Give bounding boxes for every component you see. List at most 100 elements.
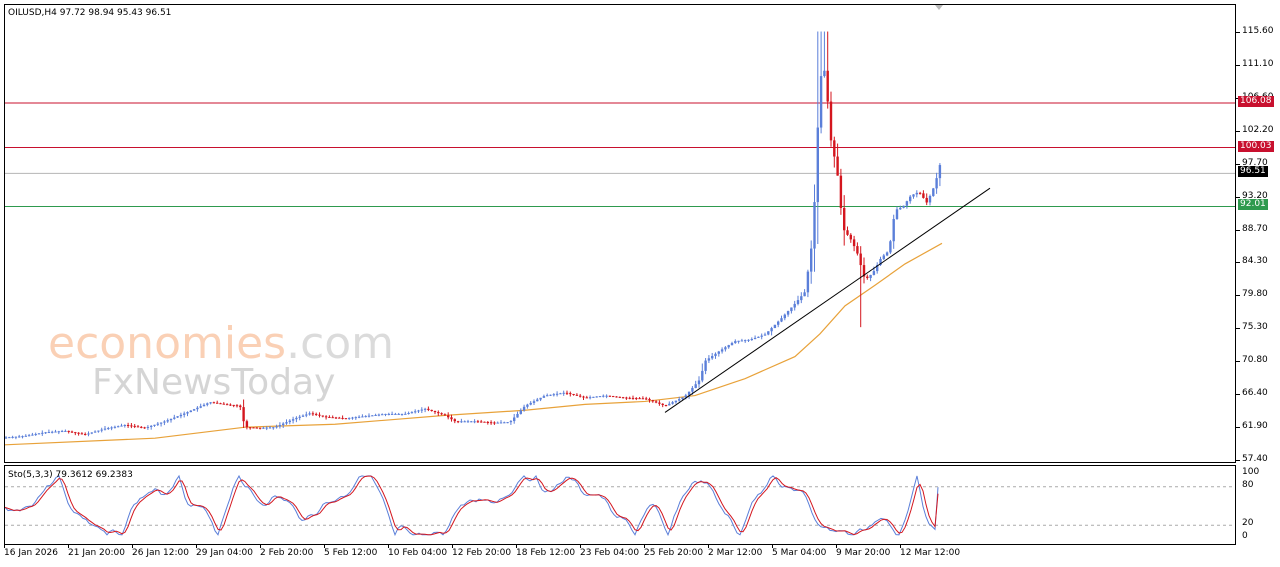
candle-body xyxy=(206,403,209,405)
chart-shift-marker-icon[interactable] xyxy=(934,4,944,11)
candle-body xyxy=(288,420,291,423)
candle-body xyxy=(635,398,638,400)
trend-line[interactable] xyxy=(664,187,991,413)
candle-body xyxy=(262,427,265,429)
candle-body xyxy=(100,429,103,431)
candle-body xyxy=(889,241,892,253)
candle-body xyxy=(163,421,166,423)
candle-body xyxy=(414,411,417,413)
stochastic-pane[interactable] xyxy=(4,465,1236,545)
candle-body xyxy=(252,427,255,429)
time-tick: 12 Feb 20:00 xyxy=(452,548,512,558)
candle-body xyxy=(371,415,374,417)
price-tick-mark xyxy=(1236,229,1240,231)
candle-body xyxy=(595,396,598,398)
candle-body xyxy=(935,178,938,189)
candle-body xyxy=(747,339,750,341)
time-tick-mark xyxy=(260,545,261,548)
candle-body xyxy=(562,392,565,394)
candle-body xyxy=(631,397,635,399)
candle-body xyxy=(569,393,572,395)
candle-body xyxy=(159,422,163,424)
candle-body xyxy=(24,435,27,437)
candle-body xyxy=(192,409,196,411)
candle-body xyxy=(588,397,592,399)
stochastic-signal-line xyxy=(5,475,939,536)
time-tick: 12 Mar 12:00 xyxy=(900,548,961,558)
candle-body xyxy=(790,307,793,312)
candle-body xyxy=(826,70,829,102)
candle-body xyxy=(836,156,839,176)
time-tick-mark xyxy=(4,545,5,548)
candle-body xyxy=(555,393,559,395)
candle-body xyxy=(823,70,826,77)
candle-body xyxy=(856,246,859,254)
candle-body xyxy=(542,396,546,398)
candle-body xyxy=(8,437,11,439)
candle-body xyxy=(18,436,21,438)
candle-body xyxy=(400,413,404,415)
candle-body xyxy=(443,414,447,416)
candle-body xyxy=(77,432,80,434)
time-tick-mark xyxy=(68,545,69,548)
candle-body xyxy=(813,202,816,249)
candle-body xyxy=(839,175,843,209)
level-label-2: 100.03 xyxy=(1238,140,1274,152)
candle-body xyxy=(714,353,717,357)
price-tick-mark xyxy=(1236,460,1240,461)
candle-body xyxy=(143,427,146,429)
candle-body xyxy=(529,402,532,405)
candle-body xyxy=(882,255,885,259)
candle-body xyxy=(113,426,117,428)
candle-body xyxy=(892,218,895,242)
candle-body xyxy=(278,425,282,427)
price-tick-mark xyxy=(1236,361,1240,363)
candle-body xyxy=(410,412,414,414)
candle-body xyxy=(773,324,777,329)
candle-body xyxy=(34,434,37,436)
price-tick: 115.60 xyxy=(1242,26,1274,36)
candle-body xyxy=(357,416,361,418)
candle-body xyxy=(367,415,371,417)
candle-body xyxy=(539,397,542,400)
candle-body xyxy=(638,398,641,400)
time-tick-mark xyxy=(580,545,581,548)
price-tick-mark xyxy=(1236,295,1240,297)
price-pane[interactable] xyxy=(4,4,1236,463)
candle-body xyxy=(513,417,516,422)
candle-body xyxy=(694,384,697,388)
candle-body xyxy=(925,197,928,203)
candle-body xyxy=(318,414,321,416)
candle-body xyxy=(103,428,107,430)
candle-body xyxy=(612,396,615,398)
candle-body xyxy=(912,194,915,197)
candle-body xyxy=(90,432,93,434)
candle-body xyxy=(625,397,628,399)
candle-body xyxy=(905,201,909,206)
candle-body xyxy=(272,427,275,429)
candle-body xyxy=(585,397,588,399)
candle-body xyxy=(84,433,87,435)
candle-body xyxy=(110,427,113,429)
stochastic-chart xyxy=(5,474,1235,537)
candle-body xyxy=(183,413,186,415)
price-tick-mark xyxy=(1236,426,1240,428)
symbol-info: OILUSD,H4 97.72 98.94 95.43 96.51 xyxy=(8,8,172,18)
time-tick: 29 Jan 04:00 xyxy=(196,548,253,558)
candle-body xyxy=(189,410,192,413)
price-tick: 111.10 xyxy=(1242,59,1274,70)
candle-body xyxy=(219,403,222,405)
candle-body xyxy=(519,410,522,414)
time-tick-mark xyxy=(772,545,773,548)
candle-body xyxy=(621,397,625,399)
time-tick-mark xyxy=(900,545,901,548)
candle-body xyxy=(440,413,443,415)
candle-body xyxy=(697,380,701,385)
candle-body xyxy=(720,349,724,352)
candle-body xyxy=(242,407,245,422)
time-tick: 9 Mar 20:00 xyxy=(836,548,891,558)
candle-body xyxy=(407,413,410,415)
candle-body xyxy=(308,413,311,415)
watermark-logo: economies.com xyxy=(48,318,395,369)
candle-body xyxy=(334,417,338,419)
